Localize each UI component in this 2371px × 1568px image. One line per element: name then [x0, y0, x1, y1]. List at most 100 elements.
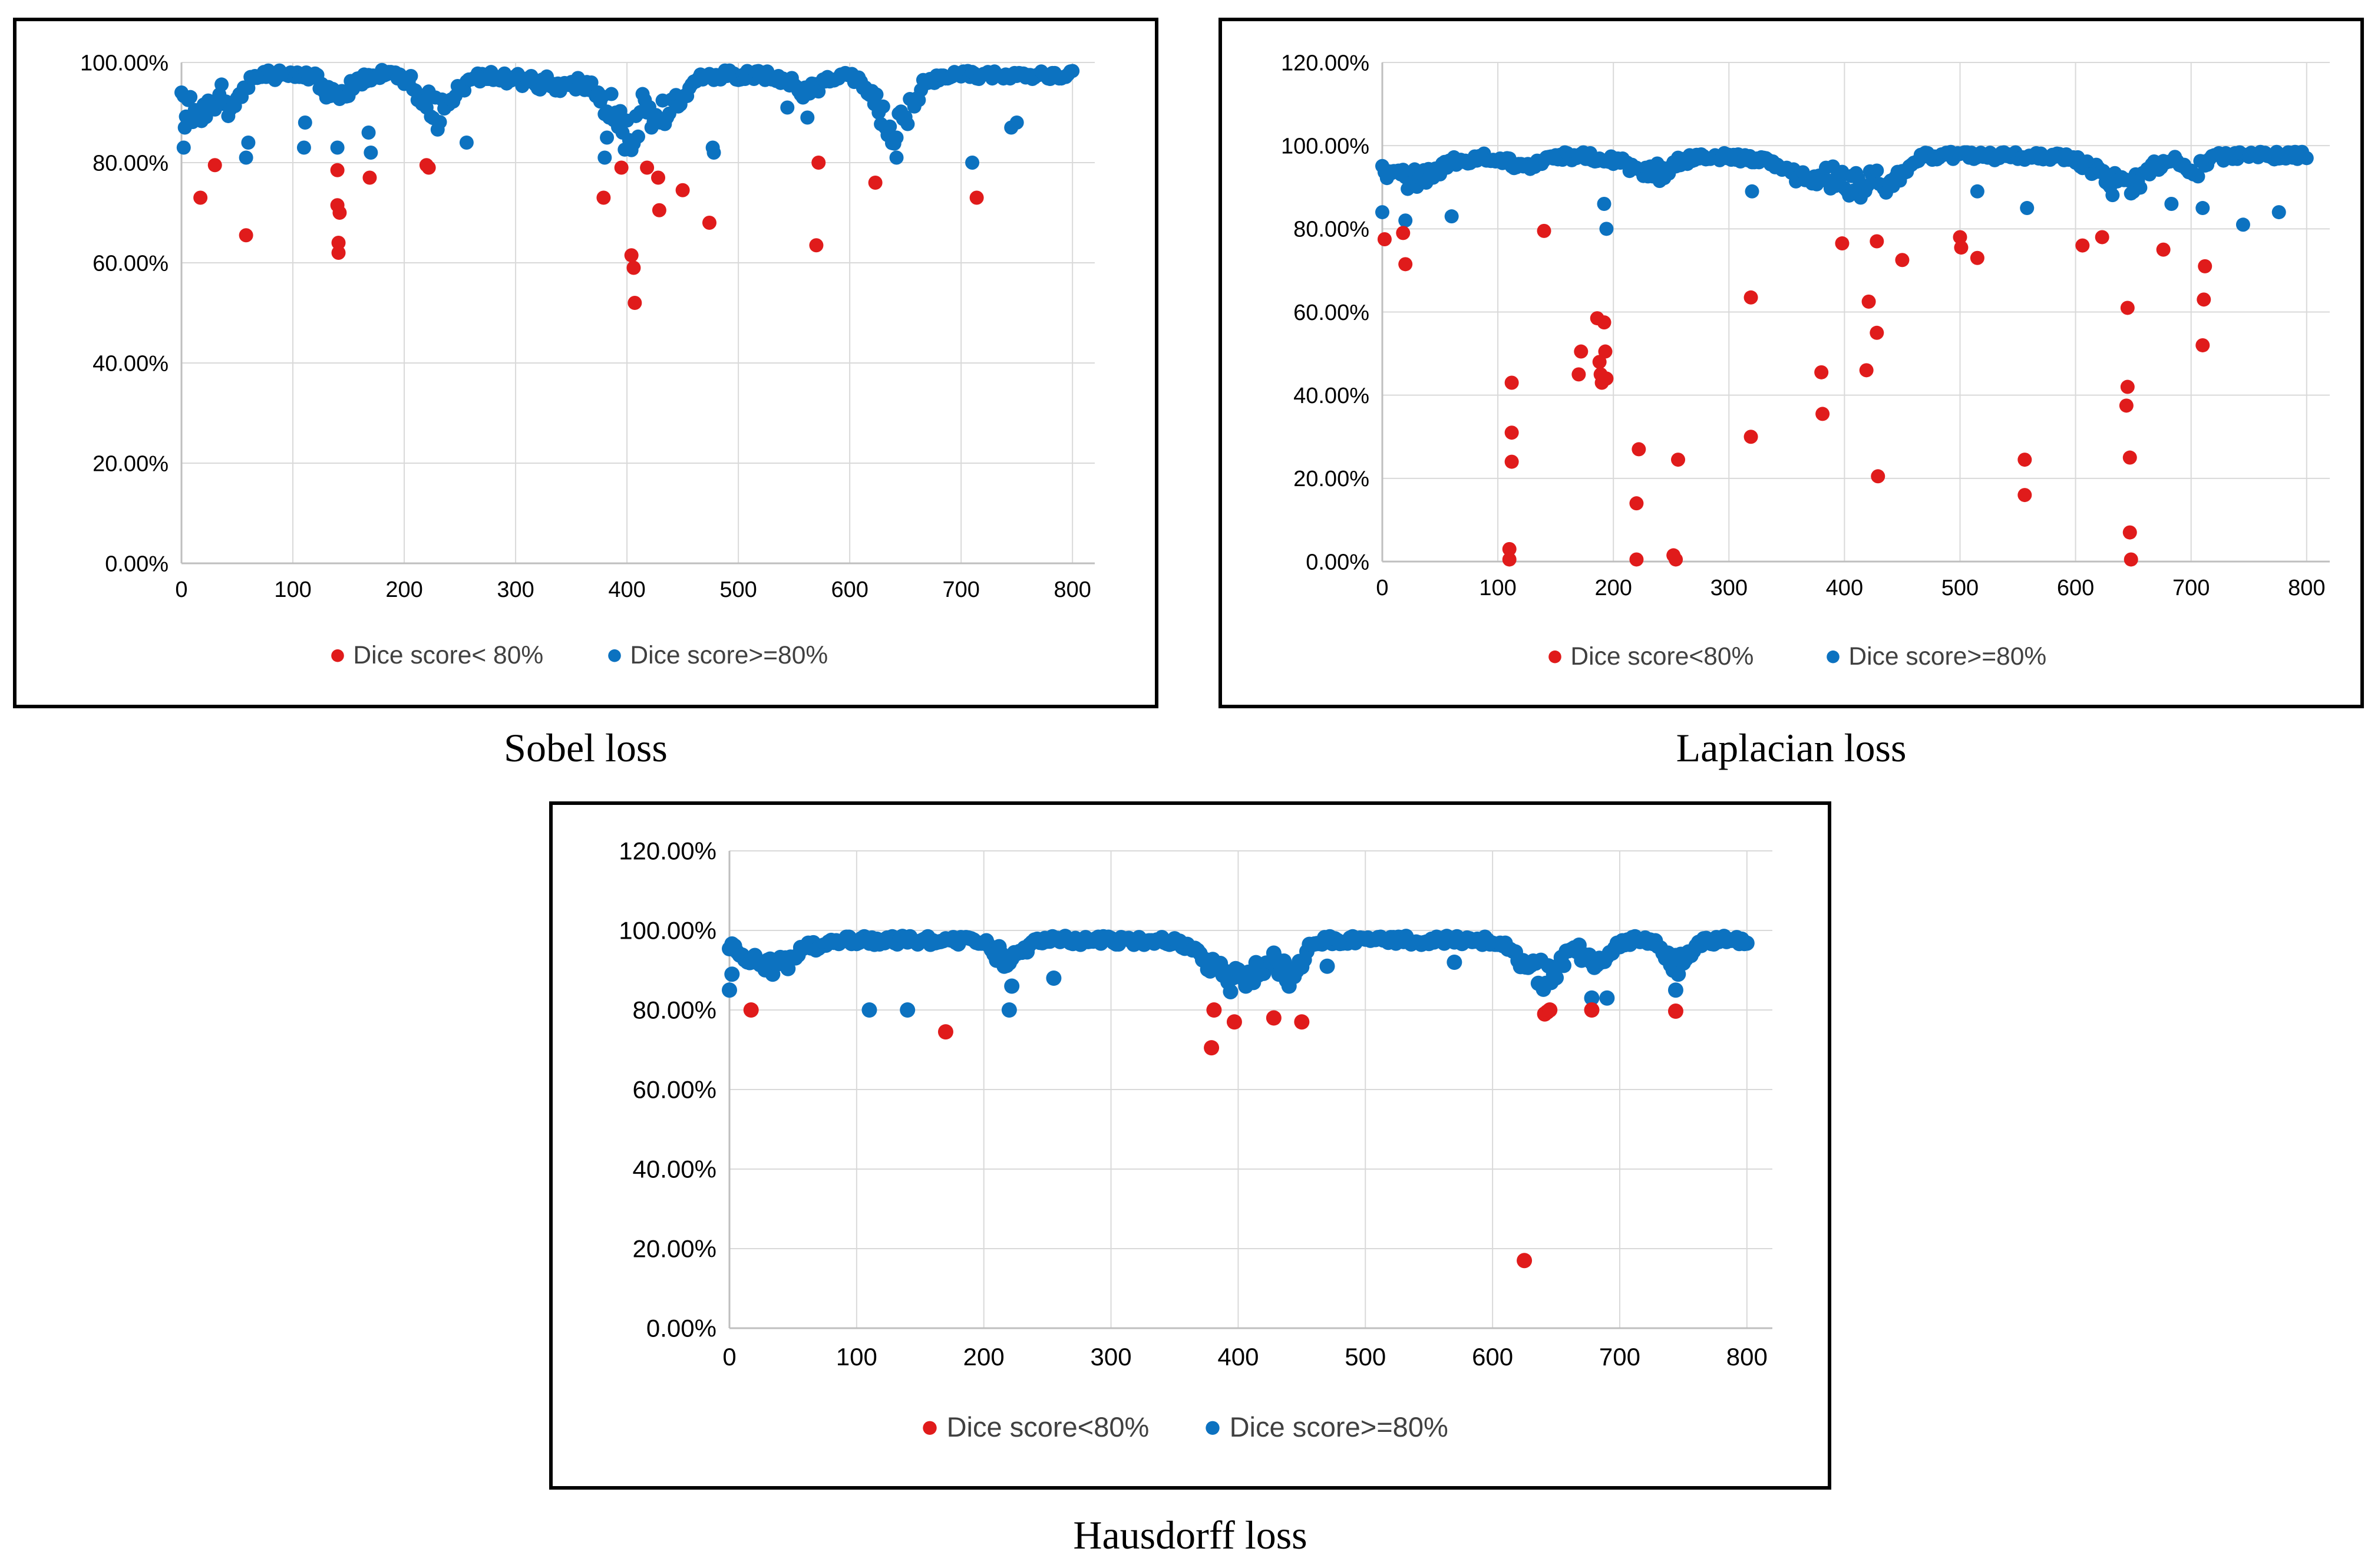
point-low	[640, 160, 655, 175]
point-low	[1226, 1014, 1242, 1030]
legend-low-marker	[331, 649, 344, 662]
legend-high-label: Dice score>=80%	[1848, 642, 2046, 671]
point-low	[868, 176, 883, 190]
legend-low-marker	[1548, 650, 1561, 663]
x-tick-label: 500	[719, 577, 757, 602]
point-low	[1667, 1003, 1683, 1019]
point-low	[1815, 407, 1830, 421]
point-low	[1266, 1010, 1282, 1026]
point-low	[2198, 259, 2213, 273]
point-high	[1597, 196, 1612, 211]
point-high	[1065, 64, 1080, 78]
point-high	[722, 982, 737, 998]
y-tick-label: 0.00%	[105, 552, 169, 576]
point-low	[1517, 1253, 1533, 1269]
point-high	[1670, 966, 1686, 982]
point-low	[1504, 425, 1519, 440]
point-high	[1599, 990, 1615, 1006]
point-low	[2017, 453, 2032, 467]
point-low	[1396, 226, 1411, 240]
point-low	[1970, 250, 1984, 265]
point-high	[214, 77, 229, 92]
point-low	[193, 190, 208, 205]
point-low	[743, 1002, 759, 1018]
point-high	[869, 87, 884, 102]
point-high	[2020, 201, 2035, 216]
point-low	[1743, 290, 1758, 305]
point-low	[1599, 371, 1614, 386]
point-low	[969, 190, 984, 205]
y-tick-label: 40.00%	[633, 1156, 716, 1183]
legend-low-label: Dice score<80%	[1570, 642, 1754, 671]
point-low	[2156, 242, 2171, 257]
point-low	[362, 170, 377, 185]
point-high	[1556, 958, 1571, 973]
point-low	[1954, 240, 1969, 255]
point-high	[1447, 955, 1462, 970]
point-low	[1597, 315, 1612, 330]
point-high	[900, 117, 915, 131]
point-low	[1504, 454, 1519, 469]
point-high	[889, 130, 904, 145]
y-tick-label: 100.00%	[80, 51, 169, 75]
legend-high-label: Dice score>=80%	[1230, 1411, 1448, 1442]
point-high	[900, 1002, 916, 1018]
point-high	[459, 136, 474, 150]
y-tick-label: 20.00%	[93, 451, 169, 476]
x-tick-label: 100	[274, 577, 311, 602]
point-high	[965, 156, 980, 170]
point-low	[1502, 542, 1517, 556]
point-high	[296, 140, 311, 155]
point-low	[2122, 525, 2137, 540]
point-low	[2120, 379, 2135, 394]
point-low	[1542, 1002, 1558, 1018]
legend-high-marker	[1827, 650, 1840, 663]
point-low	[651, 170, 666, 185]
point-low	[614, 160, 629, 175]
point-high	[1584, 990, 1600, 1006]
point-high	[1001, 1002, 1017, 1018]
point-low	[330, 163, 345, 177]
point-low	[332, 206, 347, 220]
x-tick-label: 700	[942, 577, 979, 602]
point-high	[876, 99, 890, 114]
point-low	[1584, 1002, 1600, 1018]
point-low	[811, 156, 826, 170]
point-high	[604, 87, 619, 101]
point-low	[2124, 552, 2138, 567]
point-low	[652, 203, 666, 217]
x-tick-label: 300	[497, 577, 534, 602]
x-tick-label: 100	[1479, 576, 1516, 600]
point-low	[675, 183, 690, 197]
point-low	[2017, 488, 2032, 503]
legend-low-label: Dice score<80%	[947, 1411, 1150, 1442]
legend-low-label: Dice score< 80%	[353, 641, 543, 669]
sobel-caption: Sobel loss	[504, 725, 668, 770]
point-low	[596, 190, 611, 205]
point-low	[1377, 232, 1392, 246]
x-tick-label: 800	[1054, 577, 1091, 602]
point-high	[883, 119, 897, 134]
point-low	[1592, 355, 1607, 369]
point-low	[1743, 430, 1758, 444]
point-high	[705, 140, 720, 155]
laplacian-caption: Laplacian loss	[1676, 725, 1907, 770]
x-tick-label: 600	[2057, 576, 2094, 600]
y-tick-label: 20.00%	[633, 1235, 716, 1263]
sobel-chart: 0.00% 20.00% 40.00% 60.00% 80.00% 100.00% 0 100…	[80, 51, 1095, 669]
point-high	[597, 150, 612, 165]
point-low	[1814, 365, 1829, 379]
point-high	[1739, 935, 1755, 951]
x-tick-label: 0	[1376, 576, 1388, 600]
point-low	[2075, 238, 2090, 253]
x-tick-label: 600	[831, 577, 868, 602]
point-high	[361, 126, 376, 140]
x-tick-label: 0	[722, 1343, 736, 1371]
y-tick-label: 100.00%	[1281, 134, 1369, 159]
y-tick-label: 0.00%	[646, 1315, 716, 1342]
point-high	[330, 140, 345, 155]
x-tick-label: 400	[1217, 1343, 1259, 1371]
point-low	[331, 246, 346, 260]
point-low	[1953, 230, 1967, 245]
y-tick-label: 40.00%	[1293, 384, 1369, 408]
